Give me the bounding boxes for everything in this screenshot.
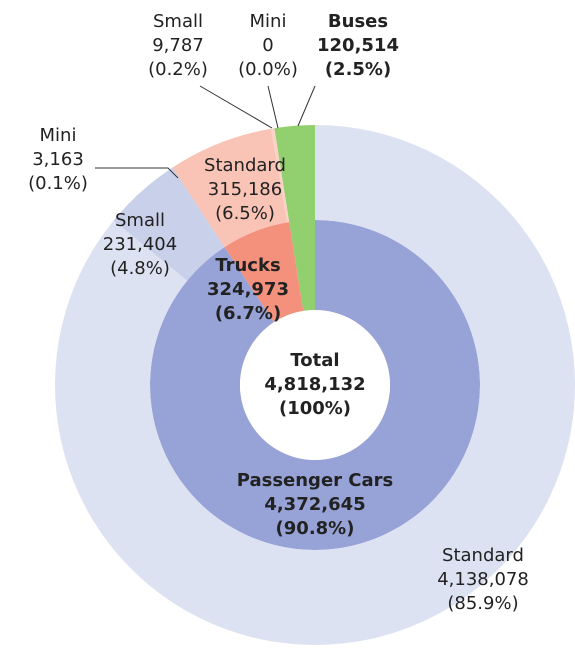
label-name: Standard: [204, 155, 286, 176]
sub-segment: [172, 128, 288, 248]
label-value-label: 315,186: [208, 179, 282, 200]
label-value-label: 3,163: [32, 149, 84, 170]
label-name: Mini: [250, 11, 287, 32]
label-percent-label: (4.8%): [110, 258, 170, 279]
label-percent-label: (90.8%): [276, 518, 355, 539]
label-value-label: 9,787: [152, 35, 204, 56]
segment: [224, 222, 304, 323]
label-name: Buses: [328, 11, 388, 32]
label-name: Mini: [40, 125, 77, 146]
label-value-label: 231,404: [103, 234, 177, 255]
segment: [274, 125, 315, 311]
label-percent-label: (100%): [279, 398, 351, 419]
label-name: Trucks: [215, 255, 280, 276]
rings: [55, 125, 575, 645]
label-percent-label: (2.5%): [325, 59, 391, 80]
label-value-label: 0: [262, 35, 273, 56]
segment: [150, 220, 481, 550]
label-name: Small: [115, 210, 165, 231]
leader-line: [95, 167, 179, 179]
label-percent-label: (0.2%): [148, 59, 208, 80]
sub-segment: [55, 125, 575, 645]
label-name: Total: [290, 350, 339, 371]
label-percent-label: (0.0%): [238, 59, 298, 80]
label-name: Passenger Cars: [237, 470, 394, 491]
labels: Total 4,818,132 (100%) Buses 120,514 (2.5%) Tr…: [28, 11, 529, 614]
sub-segment: [271, 128, 290, 223]
label-name: Small: [153, 11, 203, 32]
label-name: Standard: [442, 545, 524, 566]
label-percent-label: (6.5%): [215, 203, 275, 224]
label-percent-label: (85.9%): [447, 593, 518, 614]
label-value-label: 120,514: [317, 35, 399, 56]
sub-segment: [113, 168, 224, 281]
label-value-label: 4,138,078: [437, 569, 529, 590]
hole: [240, 310, 390, 460]
sub-segment: [171, 167, 225, 248]
label-value-label: 4,818,132: [264, 374, 365, 395]
label-value-label: 4,372,645: [264, 494, 365, 515]
leader-line: [297, 85, 316, 127]
leader-line: [267, 85, 279, 129]
label-percent-label: (6.7%): [215, 303, 281, 324]
label-percent-label: (0.1%): [28, 173, 88, 194]
label-value-label: 324,973: [207, 279, 289, 300]
leader-line: [199, 85, 273, 129]
